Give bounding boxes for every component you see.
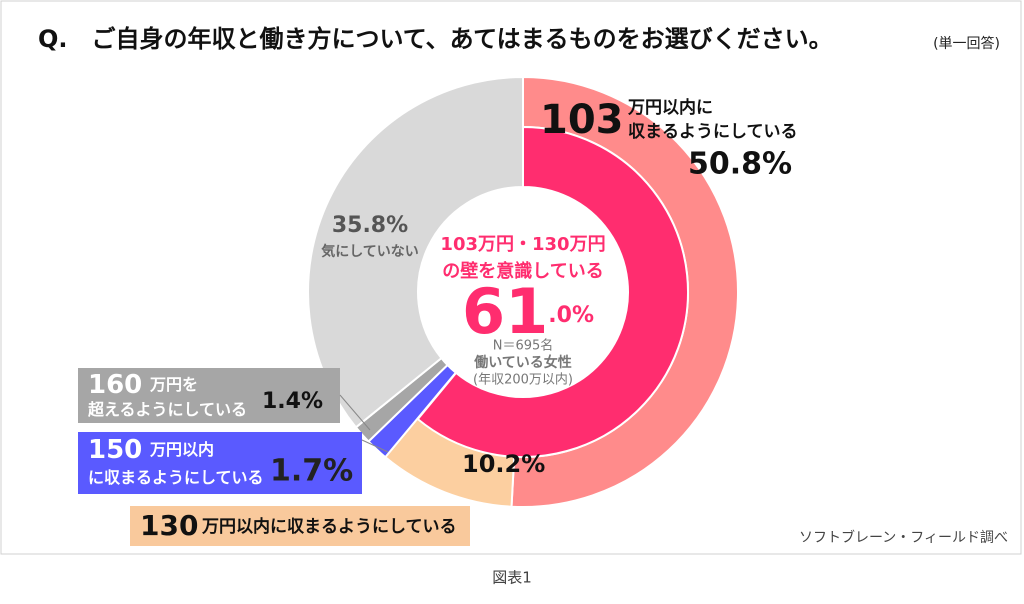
value-label: 10.2%: [462, 450, 545, 478]
inner-label: 103万円・130万円の壁を意識している: [440, 234, 605, 282]
category-label: 気にしていない: [321, 243, 419, 260]
category-label: 103 万円以内に収まるようにしている: [540, 97, 798, 143]
category-label: 150 万円以内に収まるようにしている: [88, 435, 264, 487]
value-label: 50.8%: [688, 147, 792, 182]
label-box: [130, 506, 470, 546]
inner-value-label: 61.0%: [462, 275, 594, 348]
subtitle: (単一回答): [933, 35, 1000, 52]
label-box: [78, 432, 362, 494]
category-label: 130 万円以内に収まるようにしている: [140, 509, 457, 542]
value-label: 1.4%: [262, 389, 323, 414]
caption: 図表1: [492, 569, 532, 587]
category-label: 160 万円を超えるようにしている: [87, 370, 247, 419]
chart-title: Q. ご自身の年収と働き方について、あてはまるものをお選びください。: [38, 25, 833, 53]
annotation: N＝695名: [493, 338, 554, 354]
label-box: [78, 368, 340, 423]
inner-segment: [416, 125, 689, 458]
value-label: 1.7%: [270, 454, 353, 489]
source: ソフトブレーン・フィールド調べ: [799, 529, 1008, 546]
annotation: 働いている女性: [473, 354, 572, 371]
annotation: (年収200万以内): [473, 372, 573, 388]
leader-line: [361, 439, 389, 453]
value-label: 35.8%: [332, 213, 408, 238]
donut-segment: [307, 75, 524, 429]
leader-line: [339, 394, 371, 431]
